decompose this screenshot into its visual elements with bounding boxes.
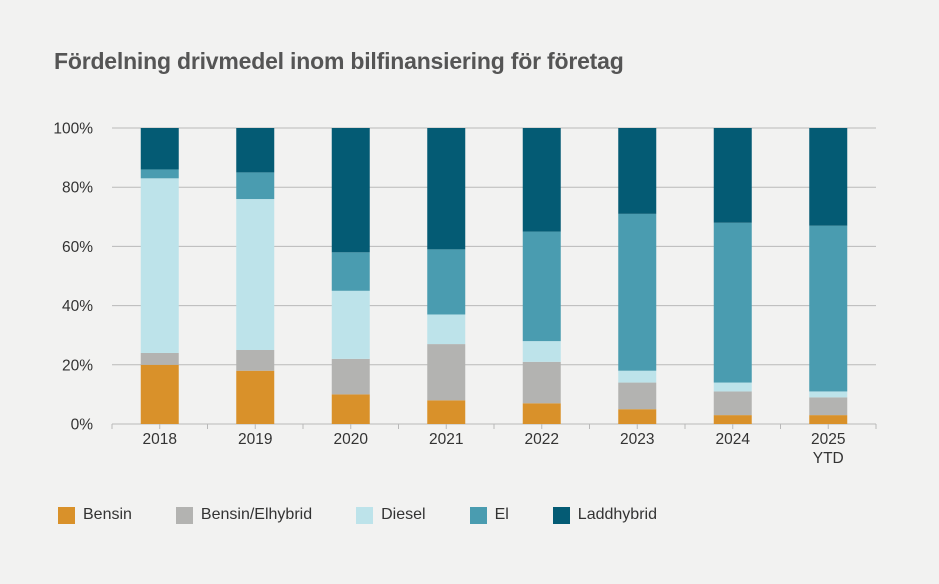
bar-segment (427, 249, 466, 315)
bar-segment (809, 225, 848, 392)
legend-item-diesel: Diesel (356, 506, 426, 524)
x-tick-label: 2020 (334, 431, 369, 448)
bar-segment (331, 128, 370, 253)
legend-swatch-el (469, 506, 487, 524)
bar-segment (809, 391, 848, 398)
bar-segment (140, 364, 179, 424)
x-tick-label: 2018 (143, 431, 177, 448)
bar-segment (427, 344, 466, 401)
bar-segment (522, 128, 561, 232)
bar-segment (618, 128, 657, 214)
bar-segment (522, 403, 561, 424)
legend-label-diesel: Diesel (381, 506, 426, 523)
y-tick-label: 20% (62, 357, 93, 374)
y-tick-label: 40% (62, 298, 93, 315)
bar-segment (331, 290, 370, 359)
bar-segment (427, 128, 466, 250)
stacked-bar-chart: 0% 20% 40% 60% 80% 100% 2018 2019 2020 2021 2022 20… (53, 121, 877, 467)
bar-segment (809, 128, 848, 226)
legend-item-el: El (469, 506, 509, 524)
bar-segment (140, 178, 179, 353)
x-tick-label: 2025 (811, 431, 845, 448)
legend-item-bensin: Bensin (58, 506, 132, 524)
bar-segment (618, 370, 657, 383)
bar-segment (522, 341, 561, 362)
y-tick-label: 100% (53, 121, 93, 138)
bar-segment (236, 350, 275, 371)
y-tick-label: 60% (62, 239, 93, 256)
bar-segment (236, 199, 275, 350)
bar-segment (522, 361, 561, 404)
bar-segment (140, 169, 179, 179)
legend-label-el: El (494, 506, 509, 523)
bar-segment (522, 231, 561, 342)
bar-segment (809, 397, 848, 416)
bar-segment (713, 415, 752, 424)
bar-segment (236, 370, 275, 424)
bar-segment (713, 222, 752, 383)
bar-segment (713, 382, 752, 392)
legend: Bensin Bensin/Elhybrid Diesel El Laddhyb… (58, 506, 701, 524)
bar-segment (618, 213, 657, 371)
bar-segment (331, 252, 370, 291)
bar-segment (427, 400, 466, 424)
bar-segment (331, 394, 370, 424)
legend-label-bensin: Bensin (83, 506, 132, 523)
legend-swatch-laddhybrid (552, 506, 570, 524)
legend-swatch-bensin-elhybrid (175, 506, 193, 524)
bar-segment (331, 358, 370, 395)
chart-title: Fördelning drivmedel inom bilfinansierin… (54, 48, 624, 74)
x-tick-label: YTD (813, 450, 844, 467)
legend-swatch-bensin (58, 506, 75, 524)
bar-segment (236, 172, 275, 200)
bar-segment (713, 391, 752, 416)
legend-label-bensin-elhybrid: Bensin/Elhybrid (200, 506, 313, 523)
x-tick-label: 2023 (620, 431, 654, 448)
x-tick-label: 2022 (525, 431, 559, 448)
bar-segment (618, 382, 657, 410)
x-tick-label: 2019 (238, 431, 272, 448)
bar-segment (236, 128, 275, 173)
x-tick-label: 2021 (429, 431, 463, 448)
bar-segment (618, 409, 657, 424)
legend-item-laddhybrid: Laddhybrid (552, 506, 657, 524)
bar-segment (140, 352, 179, 365)
x-tick-label: 2024 (716, 431, 751, 448)
bar-segment (140, 128, 179, 170)
legend-swatch-diesel (356, 506, 374, 524)
y-tick-label: 0% (71, 417, 94, 434)
y-tick-label: 80% (62, 180, 93, 197)
bar-segment (427, 314, 466, 345)
legend-label-laddhybrid: Laddhybrid (577, 506, 657, 523)
legend-item-bensin-elhybrid: Bensin/Elhybrid (175, 506, 313, 524)
bar-segment (809, 415, 848, 424)
bar-segment (713, 128, 752, 223)
